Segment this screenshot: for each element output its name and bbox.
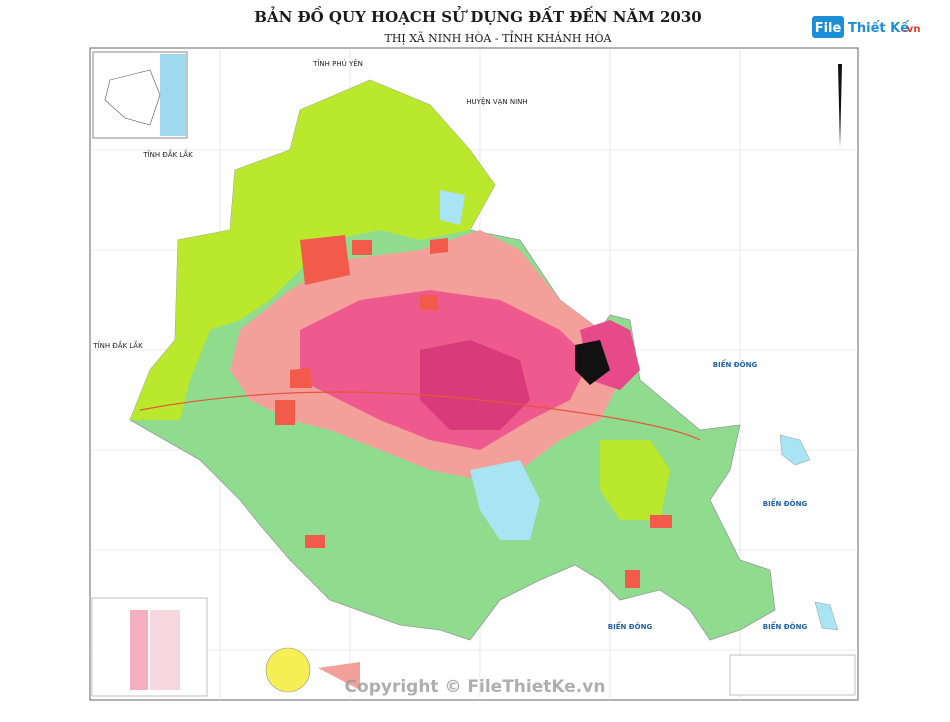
land-use xyxy=(129,79,839,641)
logo-brand: File xyxy=(815,21,842,36)
region-label: HUYỆN VẠN NINH xyxy=(466,97,527,106)
north-arrow xyxy=(838,64,842,148)
sea-label: BIỂN ĐÔNG xyxy=(608,621,653,631)
sea-label: BIỂN ĐÔNG xyxy=(713,359,758,369)
logo-name: Thiết Kế xyxy=(848,21,909,36)
sea-label: BIỂN ĐÔNG xyxy=(763,621,808,631)
logo-suffix: .vn xyxy=(903,24,920,35)
region-label: TỈNH ĐẮK LẮK xyxy=(92,340,143,350)
logo-badge xyxy=(812,16,844,38)
legend-block xyxy=(91,64,856,697)
watermark: Copyright © FileThietKe.vn xyxy=(345,677,606,697)
region-label: TỈNH PHÚ YÊN xyxy=(312,59,363,68)
map-subtitle: THỊ XÃ NINH HÒA - TỈNH KHÁNH HÒA xyxy=(384,30,612,45)
inset-map xyxy=(92,51,188,139)
sea-label: BIỂN ĐÔNG xyxy=(763,498,808,508)
map-title: BẢN ĐỒ QUY HOẠCH SỬ DỤNG ĐẤT ĐẾN NĂM 203… xyxy=(254,6,701,26)
region-label: TỈNH ĐẮK LẮK xyxy=(142,149,193,159)
logo: File Thiết Kế .vn xyxy=(812,16,920,38)
